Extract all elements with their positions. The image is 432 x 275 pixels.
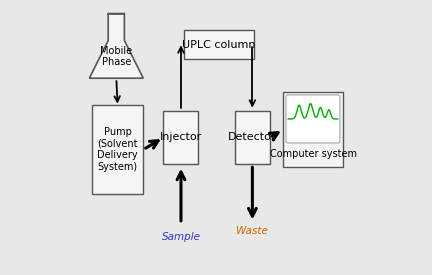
Bar bbox=[92, 105, 143, 194]
Text: Mobile
Phase: Mobile Phase bbox=[100, 46, 132, 67]
Bar bbox=[235, 111, 270, 164]
Text: UPLC column: UPLC column bbox=[182, 40, 255, 49]
Bar bbox=[184, 30, 254, 59]
Polygon shape bbox=[89, 13, 143, 78]
Bar bbox=[283, 92, 343, 167]
Text: Pump
(Solvent
Delivery
System): Pump (Solvent Delivery System) bbox=[97, 127, 138, 172]
Text: Detector: Detector bbox=[228, 133, 276, 142]
Text: Sample: Sample bbox=[162, 232, 200, 242]
Text: Computer system: Computer system bbox=[270, 149, 356, 159]
Bar bbox=[163, 111, 198, 164]
Text: Waste: Waste bbox=[236, 226, 268, 236]
Text: Injector: Injector bbox=[160, 133, 202, 142]
FancyBboxPatch shape bbox=[286, 95, 340, 143]
